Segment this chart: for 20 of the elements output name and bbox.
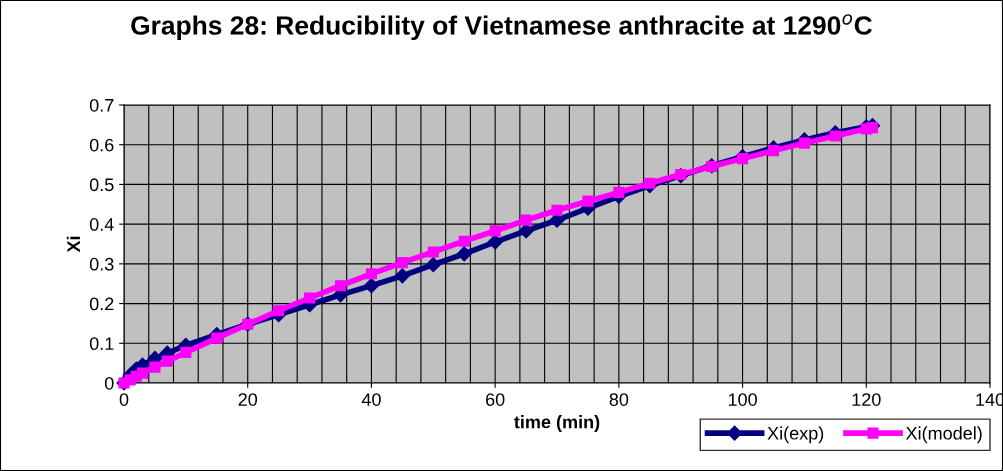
y-tick-label: 0.5 [89,178,114,192]
y-tick-label: 0.4 [89,218,114,231]
x-axis-title: time (min) [514,415,600,432]
y-tick-label: 0.2 [89,297,114,311]
x-tick-label: 40 [361,393,381,406]
legend-label: Xi(model) [905,426,982,444]
x-tick-label: 120 [852,393,881,406]
x-tick-label: 80 [609,393,629,406]
y-tick-label: 0.3 [89,257,114,271]
x-tick-label: 0 [119,393,129,406]
x-tick-label: 60 [486,393,505,406]
legend-label: Xi(exp) [767,426,824,444]
x-tick-label: 100 [728,393,757,406]
chart-title: Graphs 28: Reducibility of Vietnamese anthracite at 1290$^{o}$C [131,14,872,41]
y-tick-label: 0.7 [89,98,114,112]
y-tick-label: 0.1 [89,337,114,351]
y-tick-label: 0.6 [89,138,114,152]
y-axis-title: Xi [66,236,80,253]
x-tick-label: 20 [238,393,258,406]
y-tick-label: 0 [104,376,114,390]
